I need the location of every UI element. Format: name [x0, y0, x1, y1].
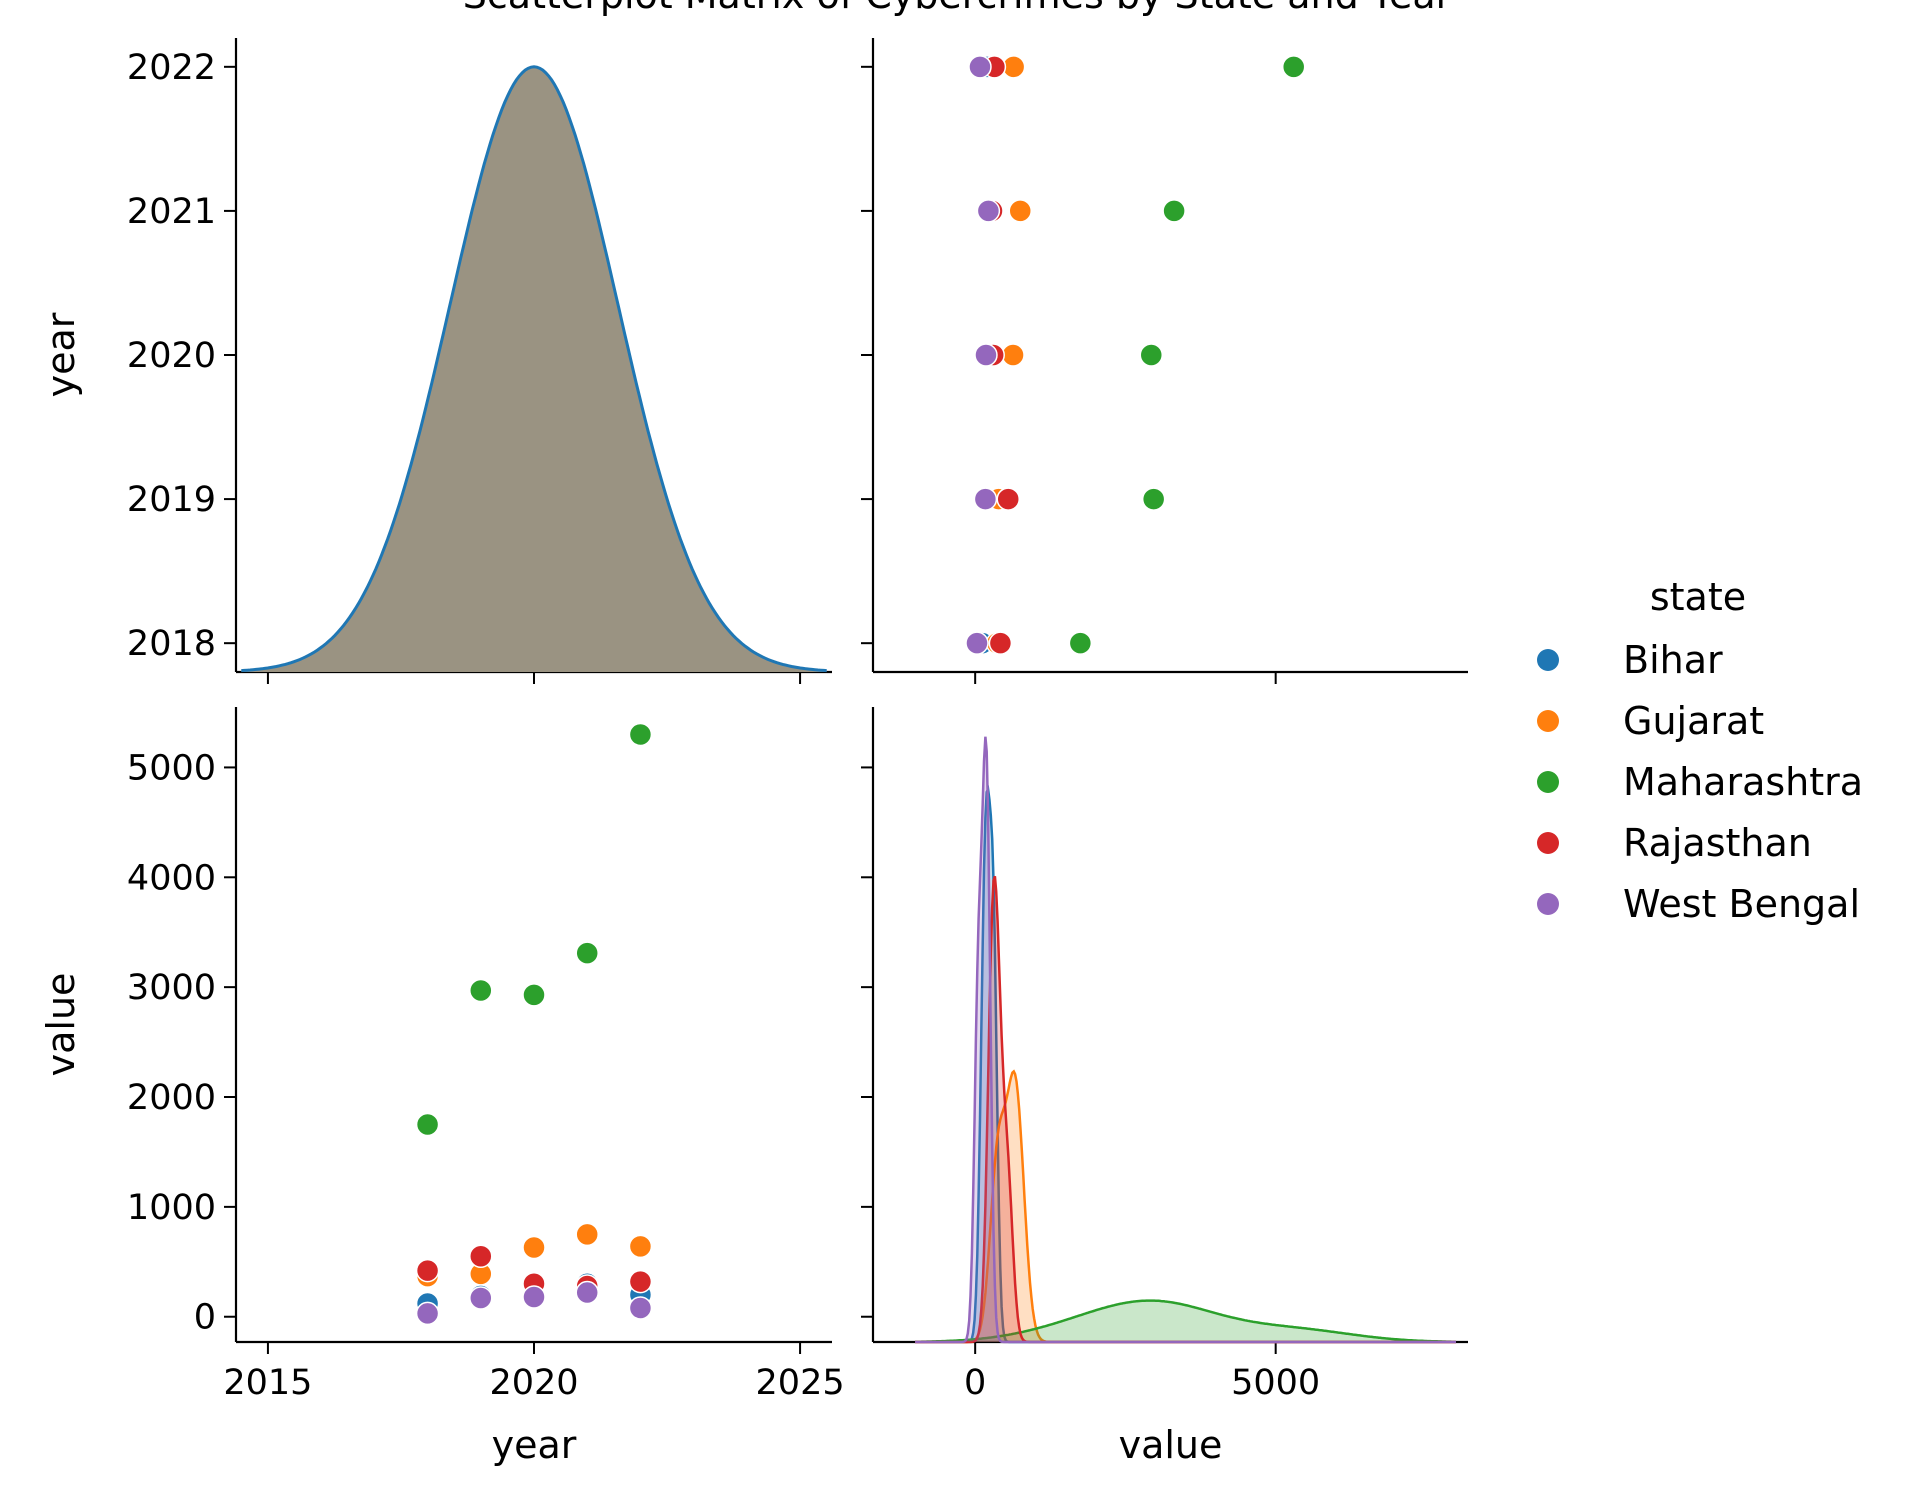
y-tick-label-value-2000: 2000	[127, 1078, 216, 1118]
legend-marker-gujarat	[1537, 710, 1559, 732]
x-axis-label-year: year	[492, 1423, 577, 1467]
point-gujarat-bl-2021	[575, 1222, 599, 1247]
point-maharashtra-bl-2018	[415, 1112, 440, 1137]
point-rajasthan-bl-2022	[628, 1269, 653, 1294]
y-tick-label-value-4000: 4000	[127, 858, 216, 898]
y-tick-label-value-1000: 1000	[127, 1188, 216, 1228]
point-west-bengal-tr-2018	[965, 631, 989, 655]
kde-value-line-west-bengal	[915, 736, 1456, 1344]
point-gujarat-bl-2020	[522, 1235, 546, 1260]
point-west-bengal-bl-2021	[575, 1280, 599, 1305]
point-gujarat-tr-2021	[1008, 199, 1032, 223]
kde-value-line-maharashtra	[915, 1299, 1456, 1343]
legend-marker-maharashtra	[1537, 771, 1559, 793]
legend-marker-bihar	[1537, 649, 1559, 671]
legend-label-bihar: Bihar	[1623, 638, 1723, 682]
point-rajasthan-bl-2018	[415, 1258, 440, 1283]
y-axis-label-year: year	[39, 312, 83, 397]
point-maharashtra-tr-2020	[1139, 343, 1164, 367]
chart-title: Scatterplot Matrix of Cybercrimes by Sta…	[463, 0, 1452, 17]
legend-marker-rajasthan	[1537, 832, 1559, 854]
legend-label-west-bengal: West Bengal	[1623, 882, 1860, 926]
point-maharashtra-tr-2019	[1141, 487, 1166, 511]
y-tick-label-year-2020: 2020	[127, 336, 216, 376]
point-west-bengal-tr-2021	[976, 199, 1001, 223]
kde-value-fill-gujarat	[915, 1071, 1456, 1342]
legend-label-gujarat: Gujarat	[1623, 699, 1764, 743]
point-gujarat-tr-2020	[1001, 343, 1025, 367]
kde-year-line	[241, 65, 827, 673]
y-tick-label-value-0: 0	[194, 1298, 216, 1338]
x-tick-label-year-2020: 2020	[489, 1363, 578, 1403]
legend-label-maharashtra: Maharashtra	[1623, 760, 1863, 804]
point-maharashtra-tr-2022	[1281, 55, 1306, 79]
point-west-bengal-tr-2022	[968, 55, 992, 79]
x-tick-label-value-5000: 5000	[1231, 1363, 1320, 1403]
legend-title: state	[1650, 575, 1746, 619]
point-west-bengal-bl-2022	[628, 1296, 653, 1320]
panels-group: 2018 2019 2020 2021 2022 0 1000 2000 3000 4000 500…	[39, 38, 1468, 1467]
y-tick-label-year-2018: 2018	[127, 624, 216, 664]
point-west-bengal-tr-2019	[973, 487, 998, 511]
x-tick-label-year-2025: 2025	[756, 1363, 845, 1403]
y-tick-label-value-3000: 3000	[127, 968, 216, 1008]
point-west-bengal-bl-2018	[415, 1301, 440, 1326]
x-tick-label-year-2015: 2015	[223, 1363, 312, 1403]
point-west-bengal-bl-2019	[469, 1286, 493, 1310]
point-maharashtra-tr-2021	[1162, 199, 1186, 223]
y-tick-label-year-2021: 2021	[127, 192, 216, 232]
y-tick-label-year-2022: 2022	[127, 48, 216, 88]
x-axis-label-value: value	[1119, 1423, 1223, 1467]
legend: state Bihar Gujarat Maharashtra Rajasthan Wes…	[1537, 575, 1863, 926]
kde-value-fill-rajasthan	[915, 876, 1456, 1342]
legend-label-rajasthan: Rajasthan	[1623, 821, 1812, 865]
y-tick-label-value-5000: 5000	[127, 748, 216, 788]
kde-year-fill	[241, 66, 827, 673]
point-maharashtra-bl-2021	[575, 941, 599, 965]
point-maharashtra-tr-2018	[1068, 631, 1093, 655]
y-tick-label-year-2019: 2019	[127, 480, 216, 520]
y-axis-label-value: value	[39, 973, 83, 1077]
point-maharashtra-bl-2020	[522, 983, 546, 1007]
point-west-bengal-bl-2020	[522, 1285, 546, 1309]
legend-marker-west-bengal	[1537, 893, 1559, 915]
point-gujarat-bl-2022	[628, 1234, 653, 1259]
point-maharashtra-bl-2022	[628, 722, 653, 747]
point-rajasthan-bl-2019	[469, 1244, 493, 1269]
kde-value-fill-maharashtra	[915, 1300, 1456, 1342]
point-maharashtra-bl-2019	[469, 978, 493, 1003]
x-tick-label-value-0: 0	[964, 1363, 986, 1403]
point-rajasthan-tr-2019	[996, 487, 1020, 511]
point-west-bengal-tr-2020	[974, 343, 998, 367]
point-rajasthan-tr-2018	[988, 631, 1013, 655]
